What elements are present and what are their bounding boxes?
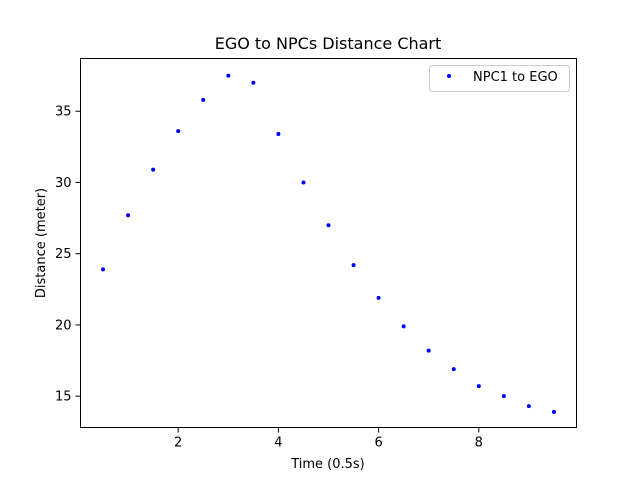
data-point <box>451 367 456 372</box>
data-point <box>151 167 156 172</box>
data-point <box>101 267 106 272</box>
data-point <box>351 263 356 268</box>
plot-area-frame <box>80 58 577 428</box>
data-point <box>551 409 556 414</box>
x-tick-label: 2 <box>174 436 182 451</box>
y-tick-label: 15 <box>55 390 72 405</box>
data-point <box>251 80 256 85</box>
y-tick-label: 25 <box>55 247 72 262</box>
data-point <box>426 348 431 353</box>
data-points <box>101 73 556 414</box>
y-tick-label: 20 <box>55 318 72 333</box>
x-axis-label: Time (0.5s) <box>290 457 365 472</box>
legend-box <box>429 65 570 92</box>
x-tick-label: 6 <box>374 436 382 451</box>
x-tick-label: 8 <box>475 436 483 451</box>
y-tick-label: 30 <box>55 176 72 191</box>
data-point <box>376 295 381 300</box>
data-point <box>526 404 531 409</box>
data-point <box>401 324 406 329</box>
data-point <box>201 97 206 102</box>
y-tick-label: 35 <box>55 105 72 120</box>
data-point <box>126 213 131 218</box>
data-point <box>226 73 231 78</box>
chart-title: EGO to NPCs Distance Chart <box>215 34 442 53</box>
data-point <box>301 180 306 185</box>
legend: NPC1 to EGO <box>429 65 570 92</box>
legend-marker-npc1 <box>447 74 451 78</box>
data-point <box>176 129 181 134</box>
data-point <box>476 384 481 389</box>
y-axis-label: Distance (meter) <box>34 188 49 298</box>
data-point <box>276 132 281 137</box>
axis-ticks: 2 4 6 8 15 20 25 30 35 <box>55 105 483 451</box>
x-tick-label: 4 <box>274 436 282 451</box>
legend-label-npc1: NPC1 to EGO <box>473 70 558 85</box>
data-point <box>326 223 331 228</box>
data-point <box>501 394 506 399</box>
